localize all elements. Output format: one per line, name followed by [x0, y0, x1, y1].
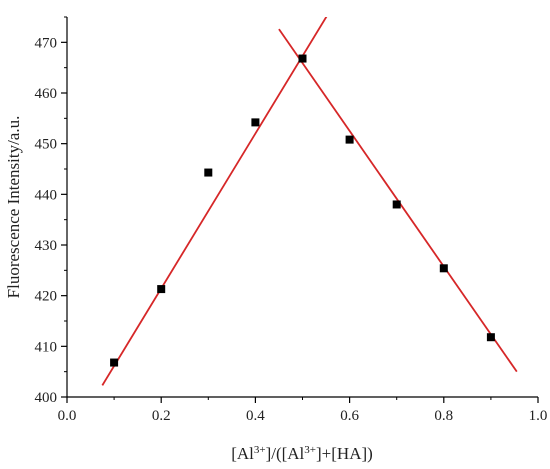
data-point [486, 333, 495, 342]
x-tick-label: 0.6 [340, 408, 359, 424]
data-point [392, 200, 401, 209]
x-axis-title-part: [Al [231, 444, 254, 463]
x-axis-title-superscript: 3+ [304, 444, 316, 456]
y-axis-title: Fluorescence Intensity/a.u. [4, 116, 23, 299]
data-point [110, 358, 119, 367]
data-point [251, 118, 260, 127]
x-axis-title: [Al3+]/([Al3+]+[HA]) [231, 444, 373, 463]
y-tick-label: 420 [35, 289, 58, 305]
y-tick-label: 450 [35, 137, 58, 153]
y-tick-label: 460 [35, 86, 58, 102]
x-tick-label: 0.0 [58, 408, 77, 424]
y-tick-label: 440 [35, 187, 58, 203]
x-tick-label: 0.2 [152, 408, 171, 424]
axes: 0.0 0.2 0.4 0.6 0.8 1.0 400 410 420 430 440 450 460 4… [35, 16, 548, 424]
fit-lines [101, 17, 518, 386]
data-point [345, 135, 354, 144]
y-tick-label: 400 [35, 390, 58, 406]
fit-line [278, 28, 518, 373]
x-axis-title-part: ]/([Al [266, 444, 305, 463]
data-points [110, 54, 495, 367]
x-tick-label: 1.0 [529, 408, 548, 424]
data-point [298, 54, 307, 63]
x-tick-label: 0.4 [246, 408, 265, 424]
y-tick-label: 470 [35, 35, 58, 51]
y-tick-label: 430 [35, 238, 58, 254]
x-tick-label: 0.8 [434, 408, 453, 424]
fit-line [101, 17, 328, 386]
y-tick-label: 410 [35, 339, 58, 355]
x-axis-title-superscript: 3+ [254, 444, 266, 456]
x-axis-title-part: ]+[HA]) [316, 444, 373, 463]
data-point [204, 168, 213, 177]
data-point [157, 285, 166, 294]
data-point [439, 264, 448, 273]
